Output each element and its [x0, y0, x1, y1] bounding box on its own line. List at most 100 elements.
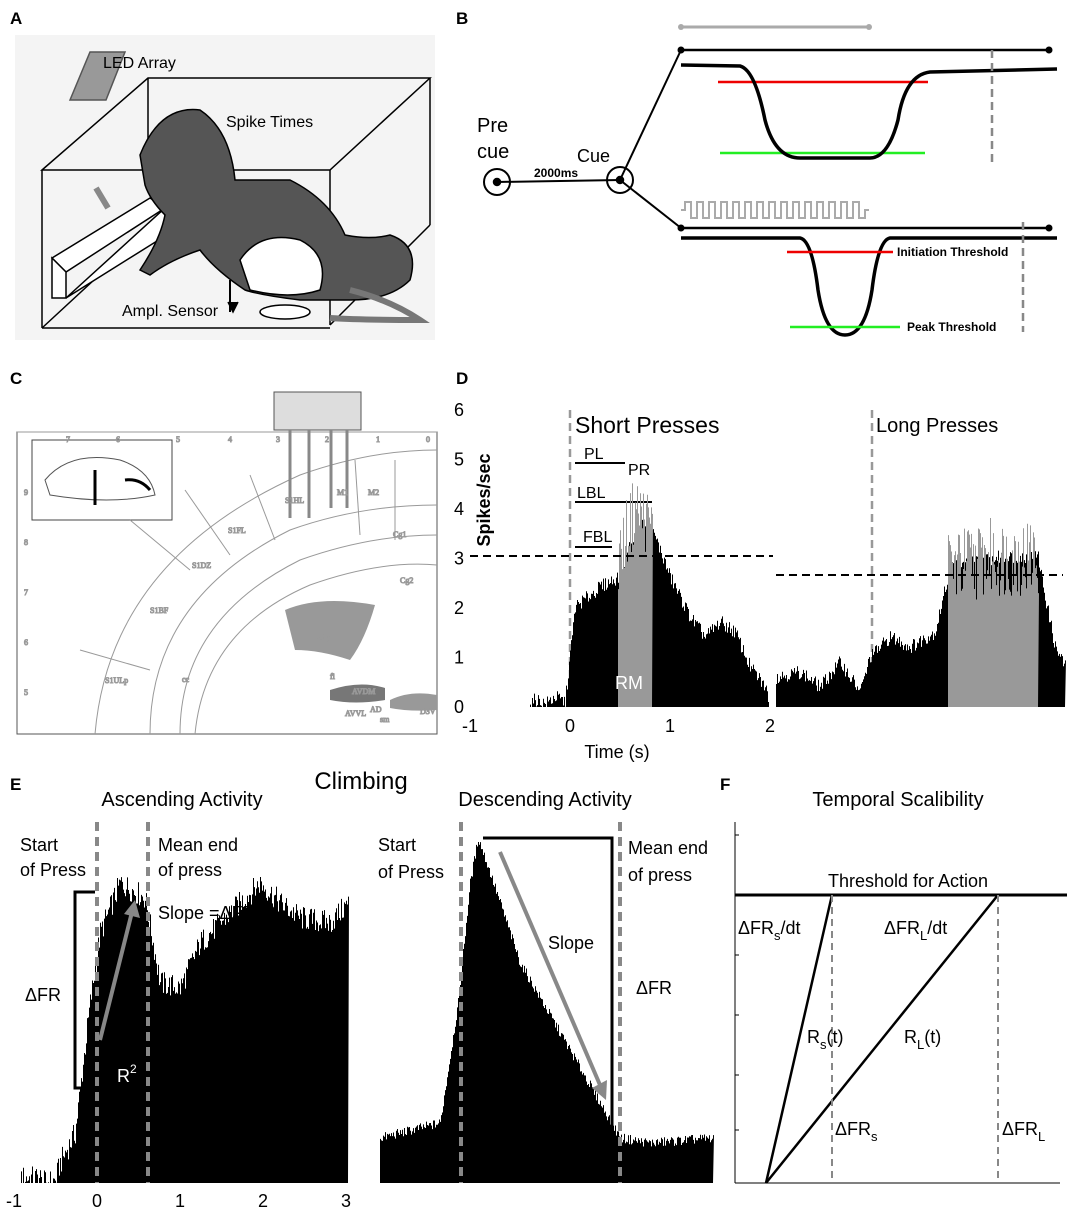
per-dt: /dt	[927, 918, 947, 938]
ruler-label: 0	[426, 435, 430, 444]
ruler-label: 6	[24, 638, 28, 647]
label-initiation-threshold: Initiation Threshold	[897, 245, 1008, 259]
label-spike-times: Spike Times	[226, 114, 313, 131]
ruler-label: 5	[176, 435, 180, 444]
label-slope-eq: Slope =ΔFR/dt	[158, 903, 276, 923]
ruler-label: 7	[24, 588, 28, 597]
of-t: (t)	[827, 1027, 844, 1047]
region-label: S1BF	[150, 606, 169, 615]
label-of-press: of Press	[378, 862, 444, 882]
panel-a	[15, 35, 435, 340]
region-label: M2	[368, 488, 379, 497]
label-delta-fr: ΔFR	[636, 978, 672, 998]
region-label: Cg1	[393, 530, 406, 539]
x-tick-label: -1	[462, 716, 478, 736]
label-dfr-s: ΔFRs	[835, 1119, 878, 1144]
y-tick-label: 5	[454, 450, 464, 470]
label-dfr-s-dt: ΔFRs/dt	[738, 918, 801, 943]
figure: A B C D E F LED Array Spike Times Ampl. …	[0, 0, 1067, 1213]
panel-label: C	[10, 369, 22, 388]
label-ampl-sensor: Ampl. Sensor	[122, 303, 219, 320]
y-tick-label: 1	[454, 648, 464, 668]
ruler-label: 5	[24, 688, 28, 697]
panel-label: D	[456, 369, 468, 388]
ruler-label: 8	[24, 538, 28, 547]
region-label: M1	[337, 488, 348, 497]
region-label: Cg2	[400, 576, 413, 585]
label-pl: PL	[584, 446, 604, 463]
x-tick-label: 0	[92, 1191, 102, 1211]
region-label: cc	[182, 675, 190, 684]
histogram	[380, 842, 714, 1183]
x-tick-label: 3	[341, 1191, 351, 1211]
ruler-label: 2	[325, 435, 329, 444]
ruler-label: 4	[228, 435, 232, 444]
subscript: s	[871, 1129, 878, 1144]
label-pre: Pre	[477, 115, 508, 137]
label-fbl: FBL	[583, 529, 612, 546]
label-start: Start	[378, 835, 416, 855]
x-axis-label: Time (s)	[584, 742, 649, 762]
r: R	[904, 1027, 917, 1047]
histogram	[948, 518, 1039, 707]
x-tick-label: 2	[765, 716, 775, 736]
label-lbl: LBL	[577, 485, 606, 502]
per-dt: /dt	[781, 918, 801, 938]
dfr: ΔFR	[738, 918, 774, 938]
ruler-label: 9	[24, 488, 28, 497]
ruler-label: 3	[276, 435, 280, 444]
label-dfr-l: ΔFRL	[1002, 1119, 1045, 1144]
r: R	[807, 1027, 820, 1047]
ruler-label: 7	[66, 435, 70, 444]
label-pre-cue: cue	[477, 141, 509, 163]
label-rl: RL(t)	[904, 1027, 941, 1052]
y-tick-label: 4	[454, 499, 464, 519]
title-ascending: Ascending Activity	[101, 789, 262, 811]
label-delta-fr: ΔFR	[25, 985, 61, 1005]
label-of-press: of press	[628, 865, 692, 885]
ruler-label: 6	[116, 435, 120, 444]
region-label: AVDM	[352, 687, 375, 696]
x-tick-label: -1	[6, 1191, 22, 1211]
title-descending: Descending Activity	[458, 789, 631, 811]
label-rs: Rs(t)	[807, 1027, 844, 1052]
label-interval: 2000ms	[534, 166, 578, 180]
of-t: (t)	[924, 1027, 941, 1047]
region-label: AD	[370, 705, 382, 714]
label-dfr-l-dt: ΔFRL/dt	[884, 918, 947, 943]
region-label: sm	[380, 715, 390, 724]
region-label: S1FL	[228, 526, 246, 535]
label-short-presses: Short Presses	[575, 412, 719, 438]
r: R	[117, 1066, 130, 1086]
label-rm: RM	[615, 673, 643, 693]
label-pr: PR	[628, 462, 650, 479]
panel-label: A	[10, 9, 22, 28]
label-peak-threshold: Peak Threshold	[907, 320, 996, 334]
ruler-label: 1	[376, 435, 380, 444]
region-label: D3V	[420, 707, 436, 716]
y-tick-label: 6	[454, 400, 464, 420]
region-label: S1DZ	[192, 561, 211, 570]
subscript: L	[1038, 1129, 1045, 1144]
label-start: Start	[20, 835, 58, 855]
region-label: fi	[330, 672, 336, 681]
x-tick-label: 0	[565, 716, 575, 736]
y-axis-label: Spikes/sec	[474, 453, 494, 546]
superscript: 2	[130, 1062, 137, 1076]
y-tick-label: 2	[454, 598, 464, 618]
title-temporal: Temporal Scalibility	[812, 789, 983, 811]
region-label: S1HL	[285, 496, 304, 505]
label-slope: Slope	[548, 933, 594, 953]
y-tick-label: 0	[454, 697, 464, 717]
label-led-array: LED Array	[103, 55, 176, 72]
label-mean-end: Mean end	[628, 838, 708, 858]
region-label: S1ULp	[105, 676, 128, 685]
label-mean-end: Mean end	[158, 835, 238, 855]
subscript: L	[920, 928, 927, 943]
panel-label: F	[720, 775, 730, 794]
dfr: ΔFR	[884, 918, 920, 938]
subscript: L	[917, 1037, 924, 1052]
x-tick-label: 1	[665, 716, 675, 736]
y-tick-label: 3	[454, 549, 464, 569]
